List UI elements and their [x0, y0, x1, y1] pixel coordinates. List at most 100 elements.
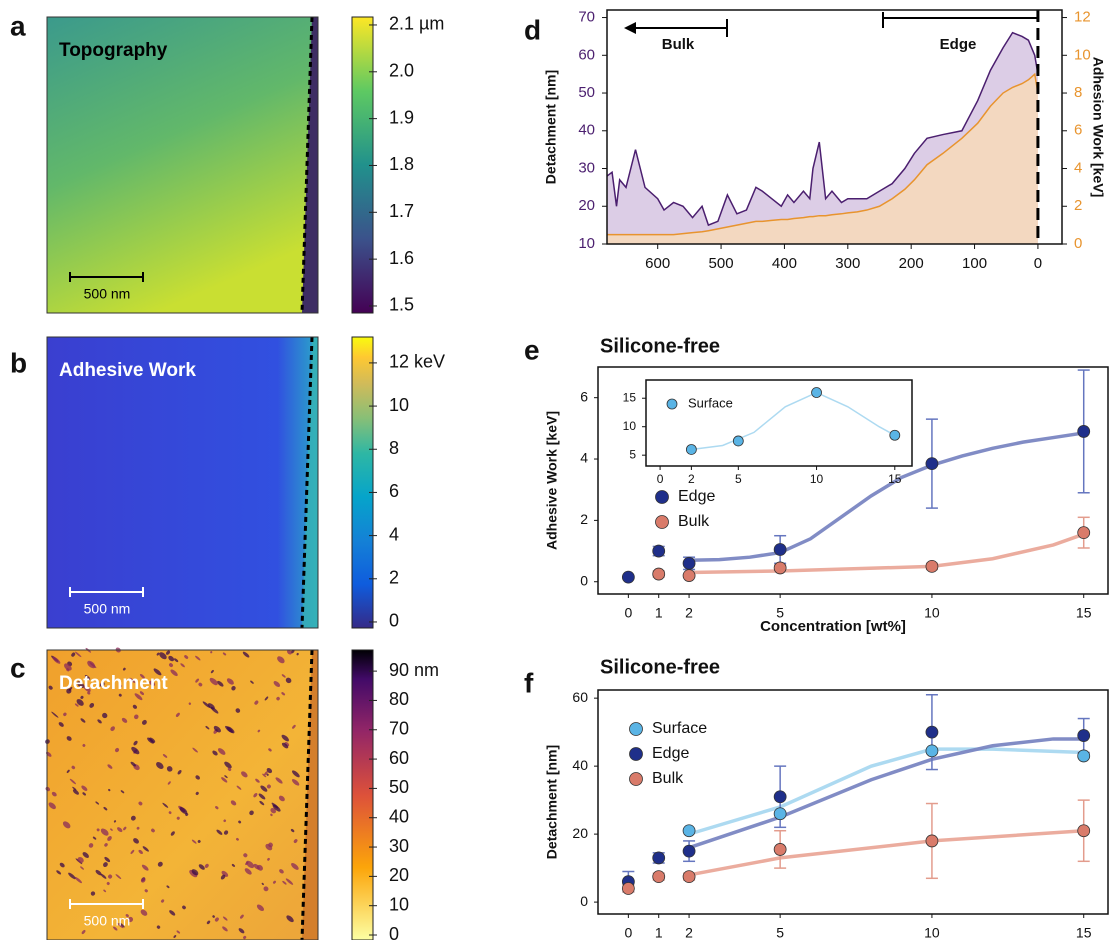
- texture: [169, 910, 176, 916]
- y-tick-label: 50: [578, 84, 595, 101]
- texture: [117, 922, 124, 929]
- texture: [221, 870, 229, 877]
- texture: [271, 802, 279, 809]
- texture: [66, 736, 72, 741]
- texture: [84, 675, 91, 680]
- colorbar-tick-label: 10: [389, 395, 409, 415]
- texture: [119, 684, 122, 688]
- texture: [250, 680, 254, 684]
- texture: [273, 880, 276, 884]
- texture: [100, 828, 109, 836]
- texture: [191, 839, 197, 844]
- point: [925, 744, 939, 758]
- texture: [136, 826, 140, 830]
- point: [1077, 729, 1091, 742]
- texture: [238, 820, 242, 824]
- texture: [51, 791, 57, 797]
- texture: [195, 678, 199, 683]
- y-tick-label: 20: [572, 825, 588, 841]
- y-tick-label: 0: [580, 893, 588, 909]
- texture: [277, 656, 285, 664]
- colorbar-tick-label: 8: [389, 438, 399, 458]
- fit-line: [689, 431, 1084, 563]
- texture: [74, 651, 82, 658]
- texture: [64, 663, 72, 671]
- texture: [69, 778, 77, 785]
- texture: [175, 712, 180, 717]
- point: [773, 843, 787, 856]
- area-line: [607, 72, 1039, 236]
- texture: [129, 677, 136, 683]
- texture: [261, 882, 264, 886]
- texture: [72, 789, 79, 795]
- texture: [180, 663, 185, 668]
- texture: [245, 861, 249, 866]
- y-tick-label: 5: [629, 447, 636, 461]
- x-tick-label: 2: [688, 472, 695, 486]
- texture: [209, 677, 218, 686]
- texture: [92, 836, 97, 840]
- x-tick-label: 0: [624, 605, 632, 621]
- point: [1077, 425, 1091, 438]
- colorbar-tick-label: 1.6: [389, 248, 414, 268]
- texture: [56, 870, 62, 875]
- texture: [120, 790, 125, 794]
- x-tick-label: 0: [624, 925, 632, 940]
- texture: [260, 785, 268, 792]
- y-tick-label: 20: [578, 197, 595, 214]
- texture: [140, 909, 148, 916]
- y-tick-label: 10: [623, 419, 637, 433]
- texture: [97, 719, 102, 724]
- texture: [52, 656, 61, 664]
- y-axis-label: Detachment [nm]: [544, 745, 560, 859]
- texture: [96, 828, 100, 832]
- colorbar-tick-label: 40: [389, 806, 409, 826]
- texture: [206, 920, 211, 925]
- texture: [71, 765, 76, 770]
- texture: [156, 925, 161, 929]
- texture: [166, 766, 173, 772]
- texture: [95, 801, 100, 805]
- texture: [220, 874, 226, 880]
- image-frame: [46, 336, 319, 629]
- point: [652, 567, 666, 581]
- legend-label: Edge: [652, 745, 689, 762]
- colorbar-tick-label: 20: [389, 865, 409, 885]
- texture: [224, 761, 232, 769]
- texture: [48, 802, 56, 810]
- texture: [258, 793, 266, 800]
- texture: [291, 779, 300, 786]
- texture: [275, 777, 283, 784]
- texture: [74, 703, 79, 707]
- panel-label: e: [524, 334, 540, 365]
- texture: [169, 663, 173, 668]
- texture: [159, 652, 167, 660]
- texture: [80, 866, 84, 870]
- x-tick-label: 400: [772, 255, 797, 272]
- point: [682, 844, 696, 858]
- texture: [103, 889, 107, 893]
- texture: [243, 853, 248, 858]
- texture: [264, 696, 269, 701]
- texture: [257, 729, 261, 733]
- heatmap-image: [47, 17, 318, 313]
- texture: [216, 829, 223, 835]
- point: [925, 725, 939, 739]
- point: [925, 834, 939, 848]
- x-tick-label: 2: [685, 925, 693, 940]
- fit-line: [688, 828, 1084, 877]
- texture: [76, 681, 85, 688]
- texture: [122, 667, 126, 671]
- texture: [89, 662, 97, 669]
- point: [652, 544, 666, 558]
- scale-bar-label: 500 nm: [84, 286, 131, 302]
- texture: [144, 889, 148, 893]
- legend-marker: [629, 722, 643, 736]
- texture: [204, 863, 209, 868]
- texture: [214, 917, 219, 922]
- texture: [243, 935, 247, 940]
- texture: [130, 761, 136, 767]
- y2-axis-label: Adhesion Work [keV]: [1090, 57, 1106, 198]
